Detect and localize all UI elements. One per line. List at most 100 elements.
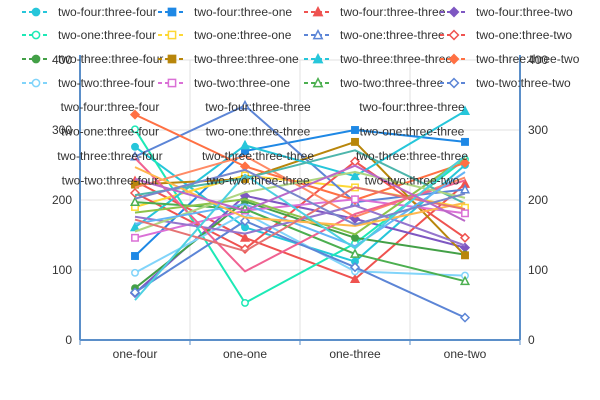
x-tick-label: one-one (223, 347, 267, 361)
legend-item[interactable]: two-one:three-three (304, 28, 445, 42)
series-label: two-two:three-three (206, 174, 310, 188)
legend-marker[interactable] (167, 54, 177, 64)
legend-marker[interactable] (31, 7, 41, 17)
data-point[interactable] (129, 109, 141, 120)
legend-item[interactable]: two-two:three-two (440, 76, 571, 90)
legend-marker[interactable] (167, 30, 177, 40)
legend-marker[interactable] (312, 76, 324, 88)
series-path[interactable] (134, 220, 466, 319)
legend-item[interactable]: two-three:three-three (304, 52, 452, 66)
legend-item[interactable]: two-three:three-four (22, 52, 163, 66)
legend-label: two-one:three-four (58, 28, 156, 42)
series-line[interactable] (134, 155, 466, 301)
series-line[interactable] (134, 186, 466, 253)
series-line[interactable] (134, 149, 466, 205)
data-point[interactable] (459, 157, 471, 168)
legend-marker[interactable] (448, 53, 460, 65)
data-point[interactable] (351, 195, 359, 204)
data-point[interactable] (351, 137, 359, 146)
series-line[interactable] (129, 215, 471, 323)
series-path[interactable] (134, 198, 466, 239)
legend-item[interactable]: two-four:three-two (440, 5, 573, 19)
legend-marker[interactable] (31, 54, 41, 64)
series-path[interactable] (134, 166, 466, 227)
legend-item[interactable]: two-one:three-one (158, 28, 292, 42)
series-line[interactable] (134, 156, 466, 236)
legend-label: two-one:three-two (476, 28, 572, 42)
series-path[interactable] (134, 164, 466, 222)
legend-item[interactable]: two-two:three-three (304, 76, 444, 90)
legend-item[interactable]: two-one:three-four (22, 28, 156, 42)
data-point[interactable] (131, 125, 139, 134)
legend-item[interactable]: two-four:three-four (22, 5, 157, 19)
data-point[interactable] (459, 312, 471, 323)
series-path[interactable] (134, 168, 466, 226)
data-point[interactable] (459, 275, 471, 286)
data-point[interactable] (461, 251, 469, 260)
data-point[interactable] (349, 273, 361, 284)
series-path[interactable] (134, 129, 466, 257)
data-point[interactable] (349, 170, 361, 181)
data-point[interactable] (129, 287, 141, 298)
legend-item[interactable]: two-three:three-two (440, 52, 580, 66)
data-point[interactable] (459, 183, 471, 194)
legend-item[interactable]: two-one:three-two (440, 28, 572, 42)
data-point[interactable] (131, 252, 139, 260)
series-path[interactable] (134, 180, 466, 281)
y-tick-label-left: 100 (52, 263, 72, 277)
data-point[interactable] (131, 268, 139, 277)
data-point[interactable] (349, 262, 361, 273)
legend-item[interactable]: two-four:three-one (158, 5, 292, 19)
series-path[interactable] (134, 171, 466, 233)
series-line[interactable] (134, 168, 466, 226)
x-tick-label: one-three (329, 347, 381, 361)
legend-item[interactable]: two-two:three-four (22, 76, 155, 90)
series-overlay-labels: two-four:three-four two-one:three-four two… (57, 100, 468, 188)
data-point[interactable] (239, 215, 251, 227)
y-tick-label-right: 300 (528, 123, 548, 137)
data-point[interactable] (239, 99, 251, 110)
legend-marker[interactable] (167, 78, 177, 88)
legend-marker[interactable] (31, 30, 41, 40)
series-line[interactable] (134, 171, 466, 233)
legend-label: two-four:three-four (58, 5, 157, 19)
series-path[interactable] (134, 156, 466, 236)
legend-marker[interactable] (312, 52, 324, 64)
series-path[interactable] (134, 186, 466, 253)
data-point[interactable] (349, 248, 361, 258)
data-point[interactable] (461, 209, 469, 218)
data-point[interactable] (239, 139, 251, 150)
data-point[interactable] (131, 142, 139, 151)
legend-item[interactable]: two-two:three-one (158, 76, 290, 90)
legend-marker[interactable] (312, 28, 324, 40)
data-point[interactable] (241, 298, 249, 307)
series-line[interactable] (134, 166, 466, 227)
data-point[interactable] (459, 105, 471, 116)
data-point[interactable] (131, 180, 139, 189)
series-label: two-two:three-two (365, 174, 460, 188)
y-tick-label-left: 0 (65, 333, 72, 347)
series-path[interactable] (134, 113, 466, 201)
series-path[interactable] (134, 149, 466, 205)
data-point[interactable] (131, 233, 139, 242)
data-point[interactable] (351, 126, 359, 134)
legend-item[interactable]: two-three:three-one (158, 52, 299, 66)
legend-marker[interactable] (31, 78, 41, 88)
legend-item[interactable]: two-four:three-three (304, 5, 446, 19)
data-point[interactable] (239, 232, 251, 242)
data-point[interactable] (459, 232, 471, 243)
legend[interactable]: two-four:three-four two-four:three-one two… (22, 5, 580, 90)
series-path[interactable] (134, 155, 466, 301)
data-point[interactable] (129, 187, 141, 199)
data-point[interactable] (461, 137, 469, 146)
legend-marker[interactable] (312, 5, 324, 17)
data-point[interactable] (351, 233, 359, 242)
legend-marker[interactable] (448, 6, 460, 18)
legend-marker[interactable] (167, 7, 177, 17)
legend-marker[interactable] (448, 29, 460, 41)
legend-marker[interactable] (448, 77, 460, 89)
data-point[interactable] (129, 150, 141, 161)
series-label: two-two:three-four (62, 174, 159, 188)
data-point[interactable] (129, 196, 141, 207)
series-line[interactable] (134, 164, 466, 222)
